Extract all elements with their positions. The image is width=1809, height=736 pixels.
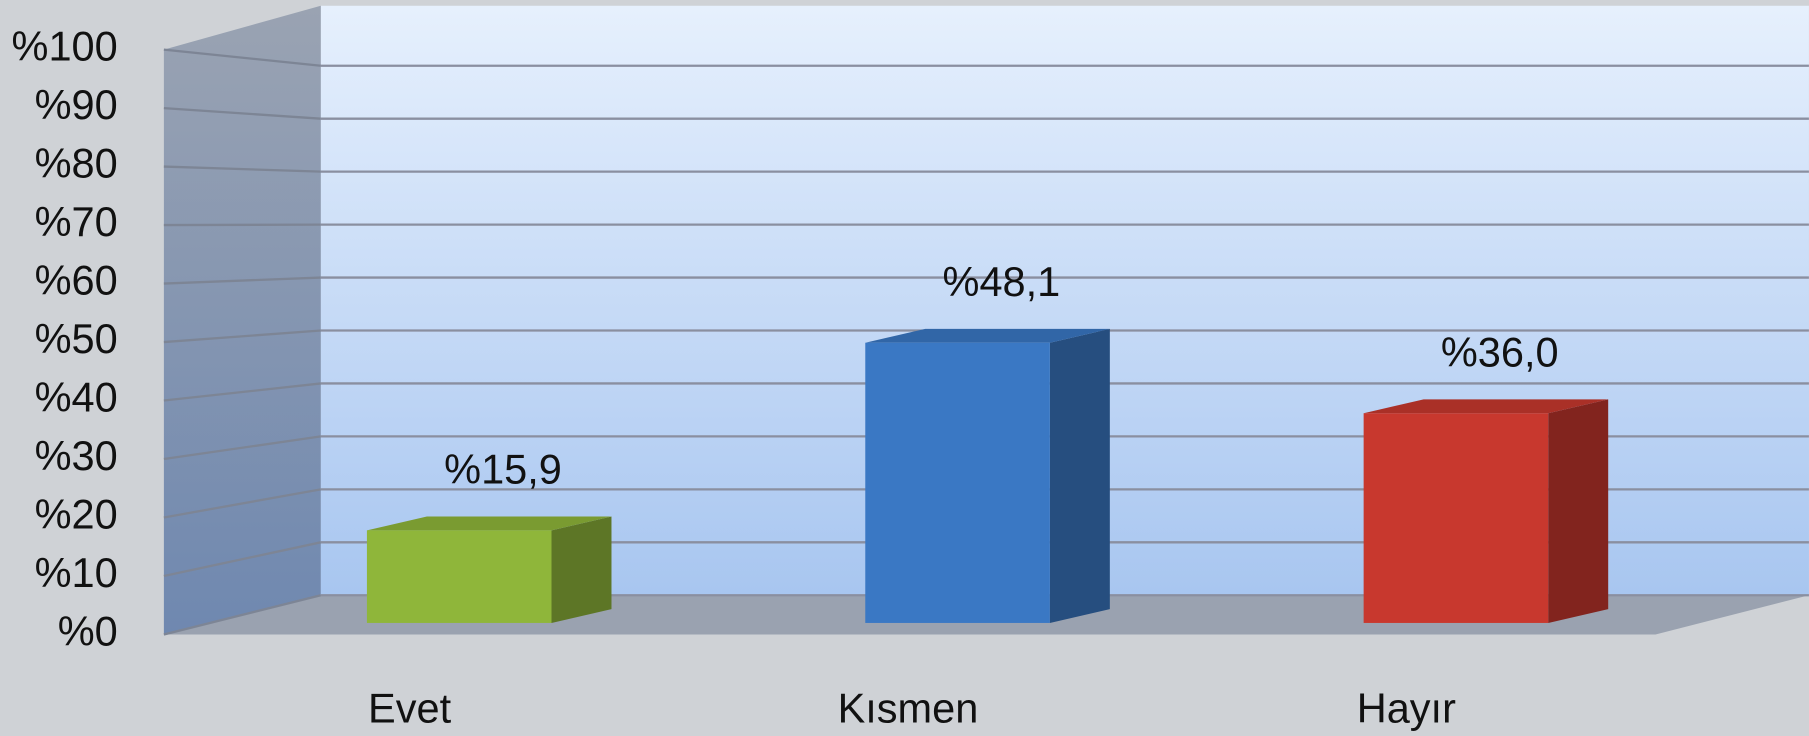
bar (1363, 413, 1549, 623)
side-wall (163, 5, 321, 635)
x-tick-label: Hayır (1357, 685, 1456, 732)
y-tick-label: %70 (35, 198, 118, 245)
y-tick-label: %80 (35, 140, 118, 187)
x-tick-label: Kısmen (838, 685, 979, 732)
bar-top (865, 328, 1110, 343)
y-tick-label: %100 (12, 23, 118, 70)
grid-line (163, 488, 321, 519)
bar (865, 342, 1050, 623)
bar (366, 530, 552, 623)
y-tick-label: %10 (35, 549, 118, 596)
y-tick-label: %60 (35, 257, 118, 304)
y-tick-label: %50 (35, 315, 118, 362)
y-tick-label: %0 (58, 607, 118, 654)
grid-line (163, 435, 321, 461)
bar-side (1548, 399, 1609, 623)
bar-side (1049, 328, 1110, 623)
grid-line (163, 276, 321, 285)
grid-line (163, 541, 322, 578)
y-tick-label: %20 (35, 490, 118, 537)
grid-line (163, 594, 322, 636)
x-tick-label: Evet (368, 685, 452, 732)
bar-top (366, 516, 612, 531)
grid-line (163, 106, 321, 120)
grid-line (163, 165, 321, 173)
y-tick-label: %90 (35, 81, 118, 128)
bar-top (1363, 399, 1609, 414)
value-label: %36,0 (1441, 329, 1559, 376)
bar-side (551, 516, 612, 623)
value-label: %15,9 (444, 446, 562, 493)
value-label: %48,1 (943, 258, 1061, 305)
y-tick-label: %40 (35, 374, 118, 421)
grid-line (163, 329, 321, 344)
grid-line (163, 48, 321, 67)
y-tick-label: %30 (35, 432, 118, 479)
grid-line (163, 382, 321, 402)
